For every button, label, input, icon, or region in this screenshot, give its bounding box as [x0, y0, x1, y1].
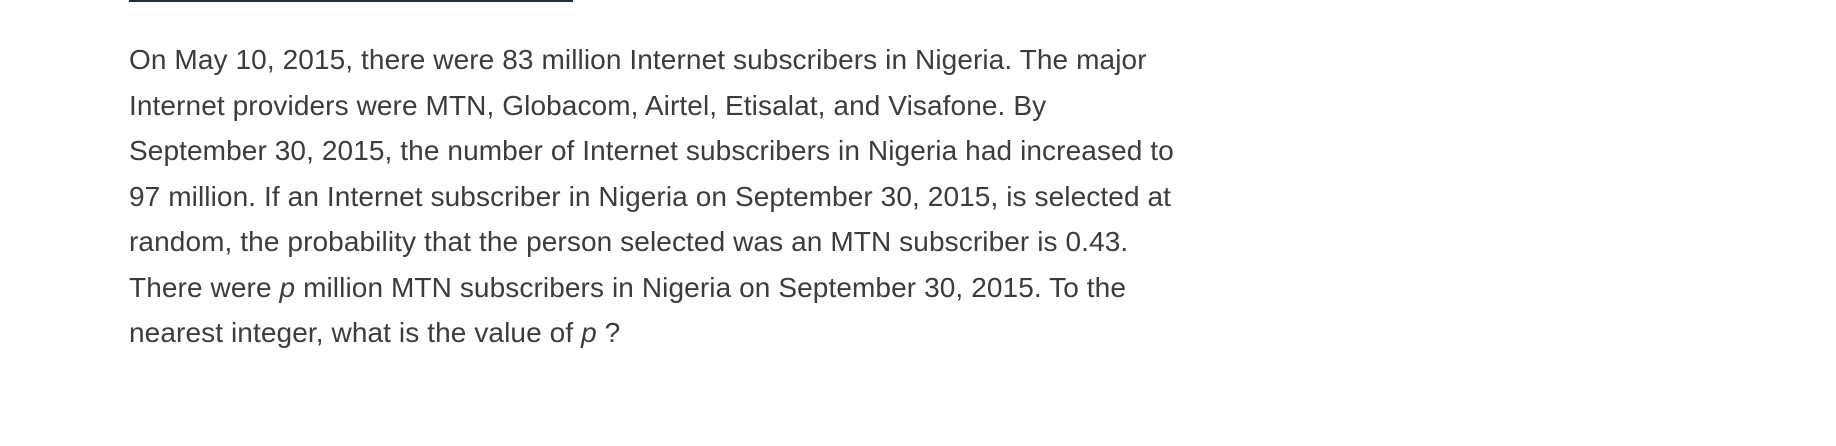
- question-text-part-3: ?: [596, 317, 621, 348]
- variable-p: p: [279, 271, 296, 303]
- question-text-part-1: On May 10, 2015, there were 83 million I…: [129, 44, 1174, 303]
- question-text: On May 10, 2015, there were 83 million I…: [129, 37, 1189, 356]
- question-text-part-2: million MTN subscribers in Nigeria on Se…: [129, 271, 1127, 349]
- variable-p-second: p: [581, 317, 597, 348]
- section-divider: [129, 0, 573, 2]
